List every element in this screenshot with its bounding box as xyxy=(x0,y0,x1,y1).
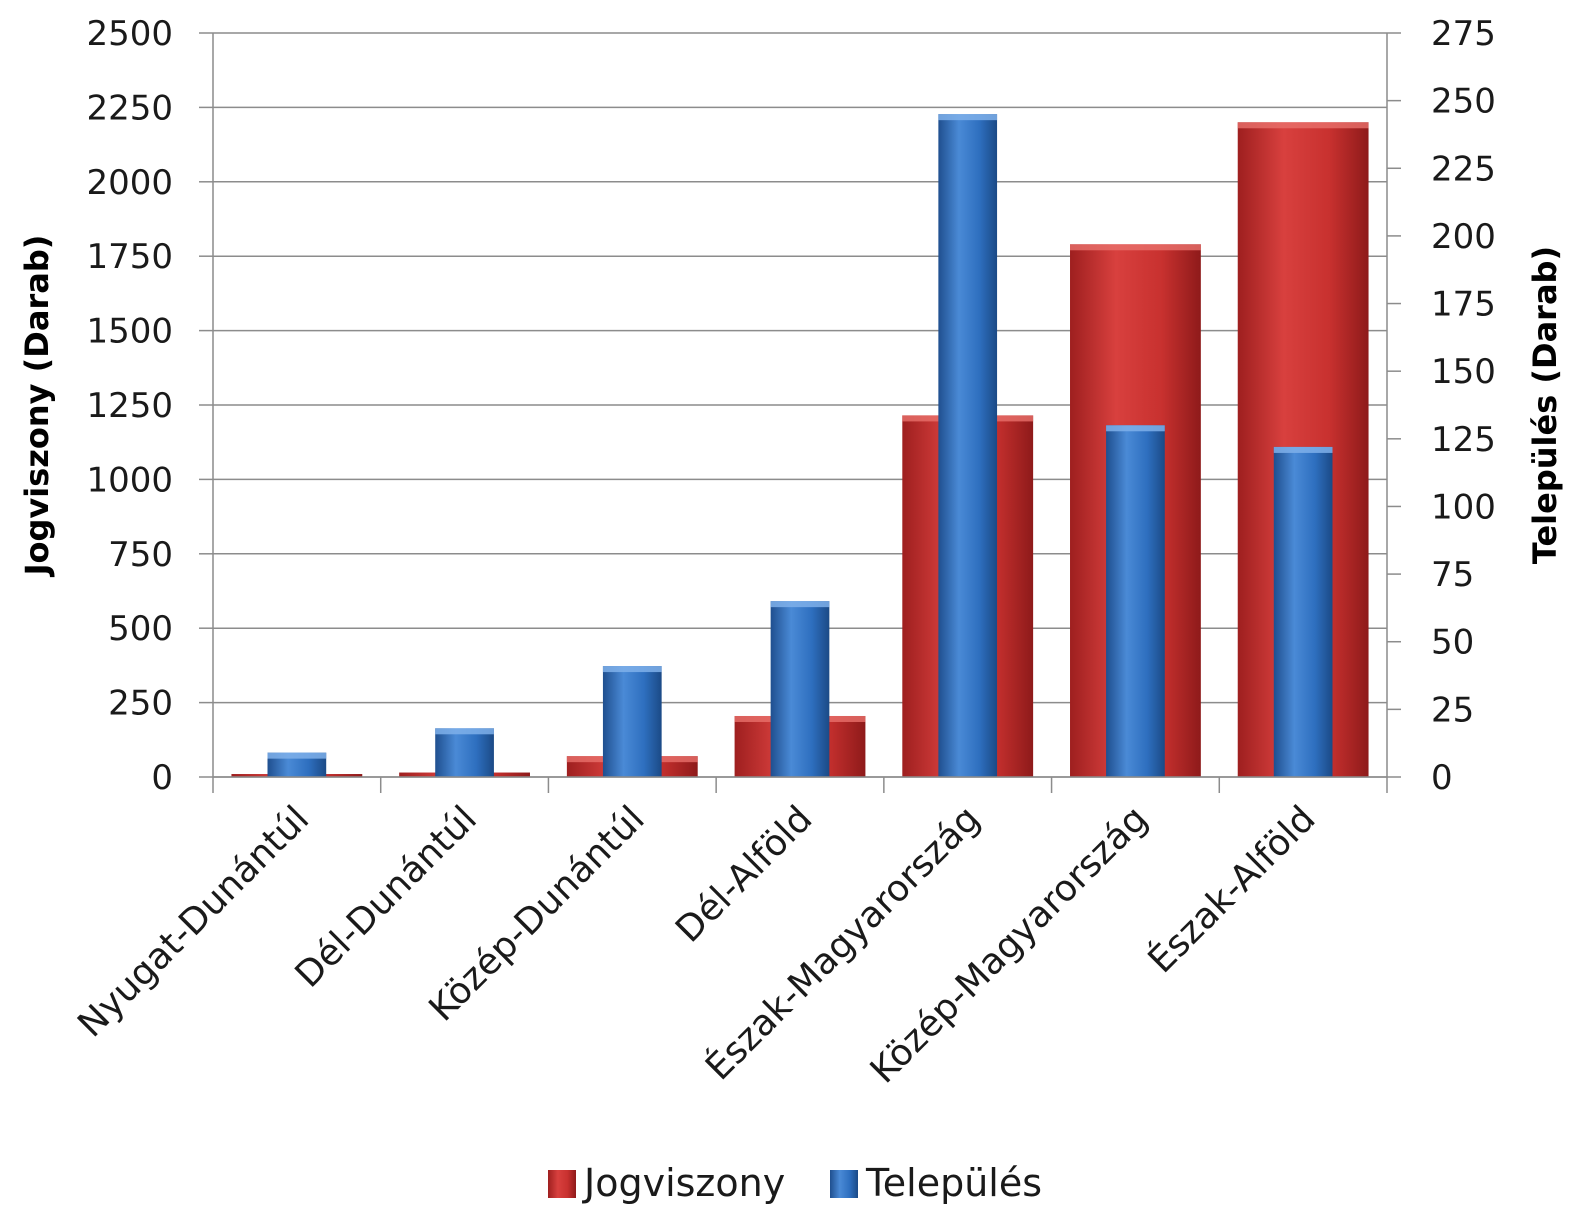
legend-swatch xyxy=(548,1170,576,1198)
right-tick-label: 275 xyxy=(1431,14,1496,54)
right-tick-label: 75 xyxy=(1431,555,1474,595)
left-tick-label: 1000 xyxy=(86,460,173,500)
right-tick-label: 175 xyxy=(1431,285,1496,325)
bar-telepules xyxy=(1106,425,1165,777)
right-tick-label: 225 xyxy=(1431,149,1496,189)
right-tick-label: 200 xyxy=(1431,217,1496,257)
category-label: Nyugat-Dunántúl xyxy=(70,798,317,1045)
legend: Jogviszony Település xyxy=(548,1161,1042,1205)
bars xyxy=(231,114,1369,777)
right-tick-label: 25 xyxy=(1431,690,1474,730)
right-tick-label: 250 xyxy=(1431,82,1496,122)
right-tick-label: 0 xyxy=(1431,758,1453,798)
category-label: Észak-Magyarország xyxy=(697,798,988,1089)
left-axis-title: Jogviszony (Darab) xyxy=(18,235,56,578)
left-tick-label: 2000 xyxy=(86,163,173,203)
left-tick-label: 250 xyxy=(108,684,173,724)
left-tick-label: 0 xyxy=(151,758,173,798)
bar-telepules-highlight xyxy=(1106,425,1165,432)
axes xyxy=(199,32,1401,793)
bar-telepules-highlight xyxy=(602,666,662,673)
bar-jogviszony-highlight xyxy=(1237,122,1369,129)
bar-telepules-highlight xyxy=(267,752,327,759)
left-tick-label: 2500 xyxy=(86,14,173,54)
legend-swatch xyxy=(830,1170,858,1198)
left-tick-label: 2250 xyxy=(86,88,173,128)
bar-telepules-highlight xyxy=(770,601,830,608)
bar-telepules xyxy=(938,114,998,777)
right-tick-label: 50 xyxy=(1431,623,1474,663)
legend-item-jogviszony: Jogviszony xyxy=(582,1161,785,1205)
bar-telepules-highlight xyxy=(938,114,998,121)
left-tick-label: 750 xyxy=(108,535,173,575)
bar-telepules xyxy=(1273,446,1333,777)
left-tick-label: 500 xyxy=(108,609,173,649)
left-tick-label: 1500 xyxy=(86,312,173,352)
right-tick-label: 125 xyxy=(1431,420,1496,460)
category-label: Közép-Magyarország xyxy=(863,798,1156,1091)
right-axis-title: Település (Darab) xyxy=(1526,246,1564,564)
bar-jogviszony-highlight xyxy=(1070,244,1201,251)
bar-telepules-highlight xyxy=(435,728,494,735)
bar-telepules-highlight xyxy=(1273,446,1333,453)
right-tick-label: 150 xyxy=(1431,352,1496,392)
category-label: Dél-Alföld xyxy=(668,798,820,950)
right-tick-label: 100 xyxy=(1431,487,1496,527)
bar-telepules xyxy=(435,728,494,777)
left-tick-label: 1750 xyxy=(86,237,173,277)
gridlines xyxy=(213,32,1387,778)
category-label: Észak-Alföld xyxy=(1140,798,1324,982)
left-tick-label: 1250 xyxy=(86,386,173,426)
bar-telepules xyxy=(770,601,830,777)
bar-telepules xyxy=(602,666,662,777)
legend-item-telepules: Település xyxy=(865,1161,1042,1205)
